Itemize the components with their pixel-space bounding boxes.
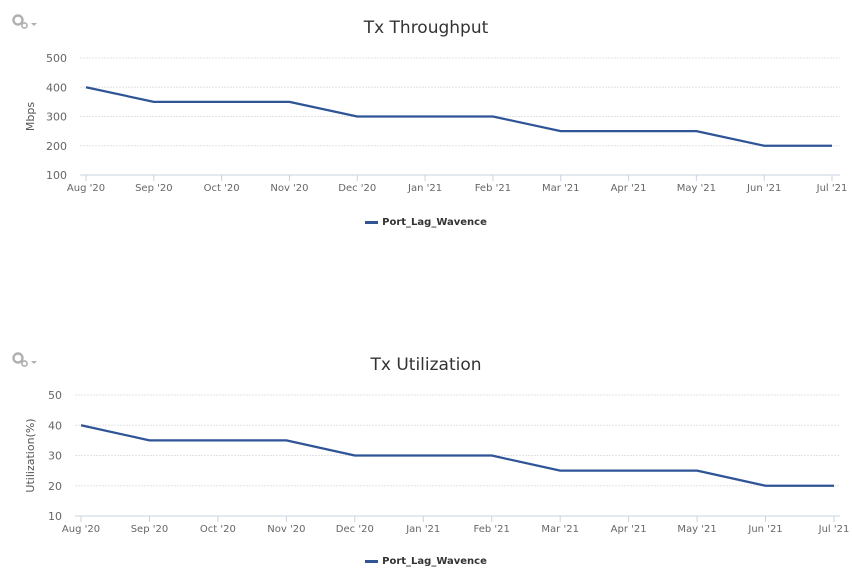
y-tick-label: 50	[48, 389, 62, 402]
gear-menu-icon[interactable]	[12, 352, 40, 368]
series-line[interactable]	[80, 424, 834, 487]
y-tick-label: 300	[46, 111, 67, 124]
y-tick-label: 20	[48, 480, 62, 493]
legend-swatch	[365, 220, 379, 224]
gear-menu-icon[interactable]	[12, 14, 40, 30]
y-tick-label: 200	[46, 140, 67, 153]
y-tick-label: 100	[46, 169, 67, 182]
x-tick-label: Feb '21	[474, 524, 510, 535]
y-axis-label: Mbps	[24, 102, 37, 131]
x-tick-label: Dec '20	[338, 183, 376, 194]
legend-label: Port_Lag_Wavence	[382, 556, 487, 567]
legend-label: Port_Lag_Wavence	[382, 217, 487, 228]
x-tick-label: Apr '21	[611, 524, 647, 535]
x-tick-label: Aug '20	[67, 183, 105, 194]
y-tick-label: 500	[46, 52, 67, 65]
chart-panel-throughput: Tx Throughput 100 200 300 400 500 Mbps Aug '20…	[0, 14, 852, 228]
line-chart-throughput: 100 200 300 400 500 Mbps Aug '20 Sep '20 Oct '20…	[24, 52, 848, 194]
chart-legend[interactable]: Port_Lag_Wavence	[0, 556, 852, 567]
chart-title: Tx Utilization	[370, 355, 482, 375]
x-tick-label: Oct '20	[204, 183, 240, 194]
x-tick-label: Jun '21	[746, 183, 781, 194]
x-tick-label: Mar '21	[542, 183, 580, 194]
x-tick-label: Jan '21	[407, 183, 442, 194]
x-tick-label: Jun '21	[747, 524, 782, 535]
x-tick-label: Dec '20	[336, 524, 374, 535]
x-tick-label: Feb '21	[475, 183, 511, 194]
x-tick-label: Mar '21	[541, 524, 579, 535]
series-line[interactable]	[85, 86, 832, 147]
chart-title: Tx Throughput	[363, 18, 489, 38]
y-tick-label: 40	[48, 419, 62, 432]
x-tick-label: Jul '21	[818, 524, 850, 535]
legend-swatch	[365, 559, 379, 563]
x-tick-label: Nov '20	[267, 524, 305, 535]
x-tick-label: Jul '21	[816, 183, 848, 194]
chart-legend[interactable]: Port_Lag_Wavence	[0, 217, 852, 228]
y-tick-label: 400	[46, 81, 67, 94]
chart-panel-utilization: Tx Utilization 10 20 30 40 50 Utilization(%) A…	[0, 340, 852, 579]
x-tick-label: Aug '20	[62, 524, 100, 535]
y-tick-label: 30	[48, 450, 62, 463]
y-tick-label: 10	[48, 510, 62, 523]
x-tick-label: Oct '20	[200, 524, 236, 535]
x-tick-label: May '21	[677, 183, 716, 194]
x-tick-label: Sep '20	[135, 183, 173, 194]
x-tick-label: Nov '20	[270, 183, 308, 194]
x-tick-label: Jan '21	[405, 524, 440, 535]
x-tick-label: Sep '20	[131, 524, 169, 535]
x-tick-label: Apr '21	[611, 183, 647, 194]
x-tick-label: May '21	[677, 524, 716, 535]
y-axis-label: Utilization(%)	[24, 418, 37, 492]
line-chart-utilization: 10 20 30 40 50 Utilization(%) Aug '20 Sep '20 Oc…	[24, 389, 850, 535]
